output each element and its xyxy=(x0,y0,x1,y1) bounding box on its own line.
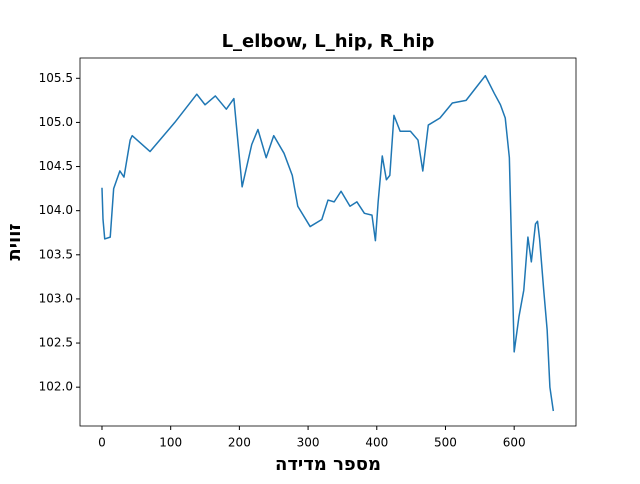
x-tick-label: 600 xyxy=(503,436,526,450)
y-tick-label: 104.5 xyxy=(39,159,73,173)
x-tick-label: 500 xyxy=(434,436,457,450)
y-tick-label: 104.0 xyxy=(39,203,73,217)
y-tick-label: 105.5 xyxy=(39,71,73,85)
y-tick-label: 103.5 xyxy=(39,247,73,261)
y-tick-label: 105.0 xyxy=(39,115,73,129)
x-tick-label: 200 xyxy=(228,436,251,450)
chart-title: L_elbow, L_hip, R_hip xyxy=(222,31,435,52)
x-tick-label: 300 xyxy=(297,436,320,450)
x-tick-label: 0 xyxy=(98,436,106,450)
data-line xyxy=(101,74,555,412)
x-tick-label: 100 xyxy=(159,436,182,450)
y-axis-label: זווית xyxy=(4,223,25,260)
plot-frame xyxy=(79,57,577,427)
y-tick-label: 102.5 xyxy=(39,336,73,350)
x-tick-label: 400 xyxy=(365,436,388,450)
y-tick-label: 102.0 xyxy=(39,380,73,394)
y-tick-label: 103.0 xyxy=(39,291,73,305)
x-axis-label: מספר מדידה xyxy=(275,454,381,475)
